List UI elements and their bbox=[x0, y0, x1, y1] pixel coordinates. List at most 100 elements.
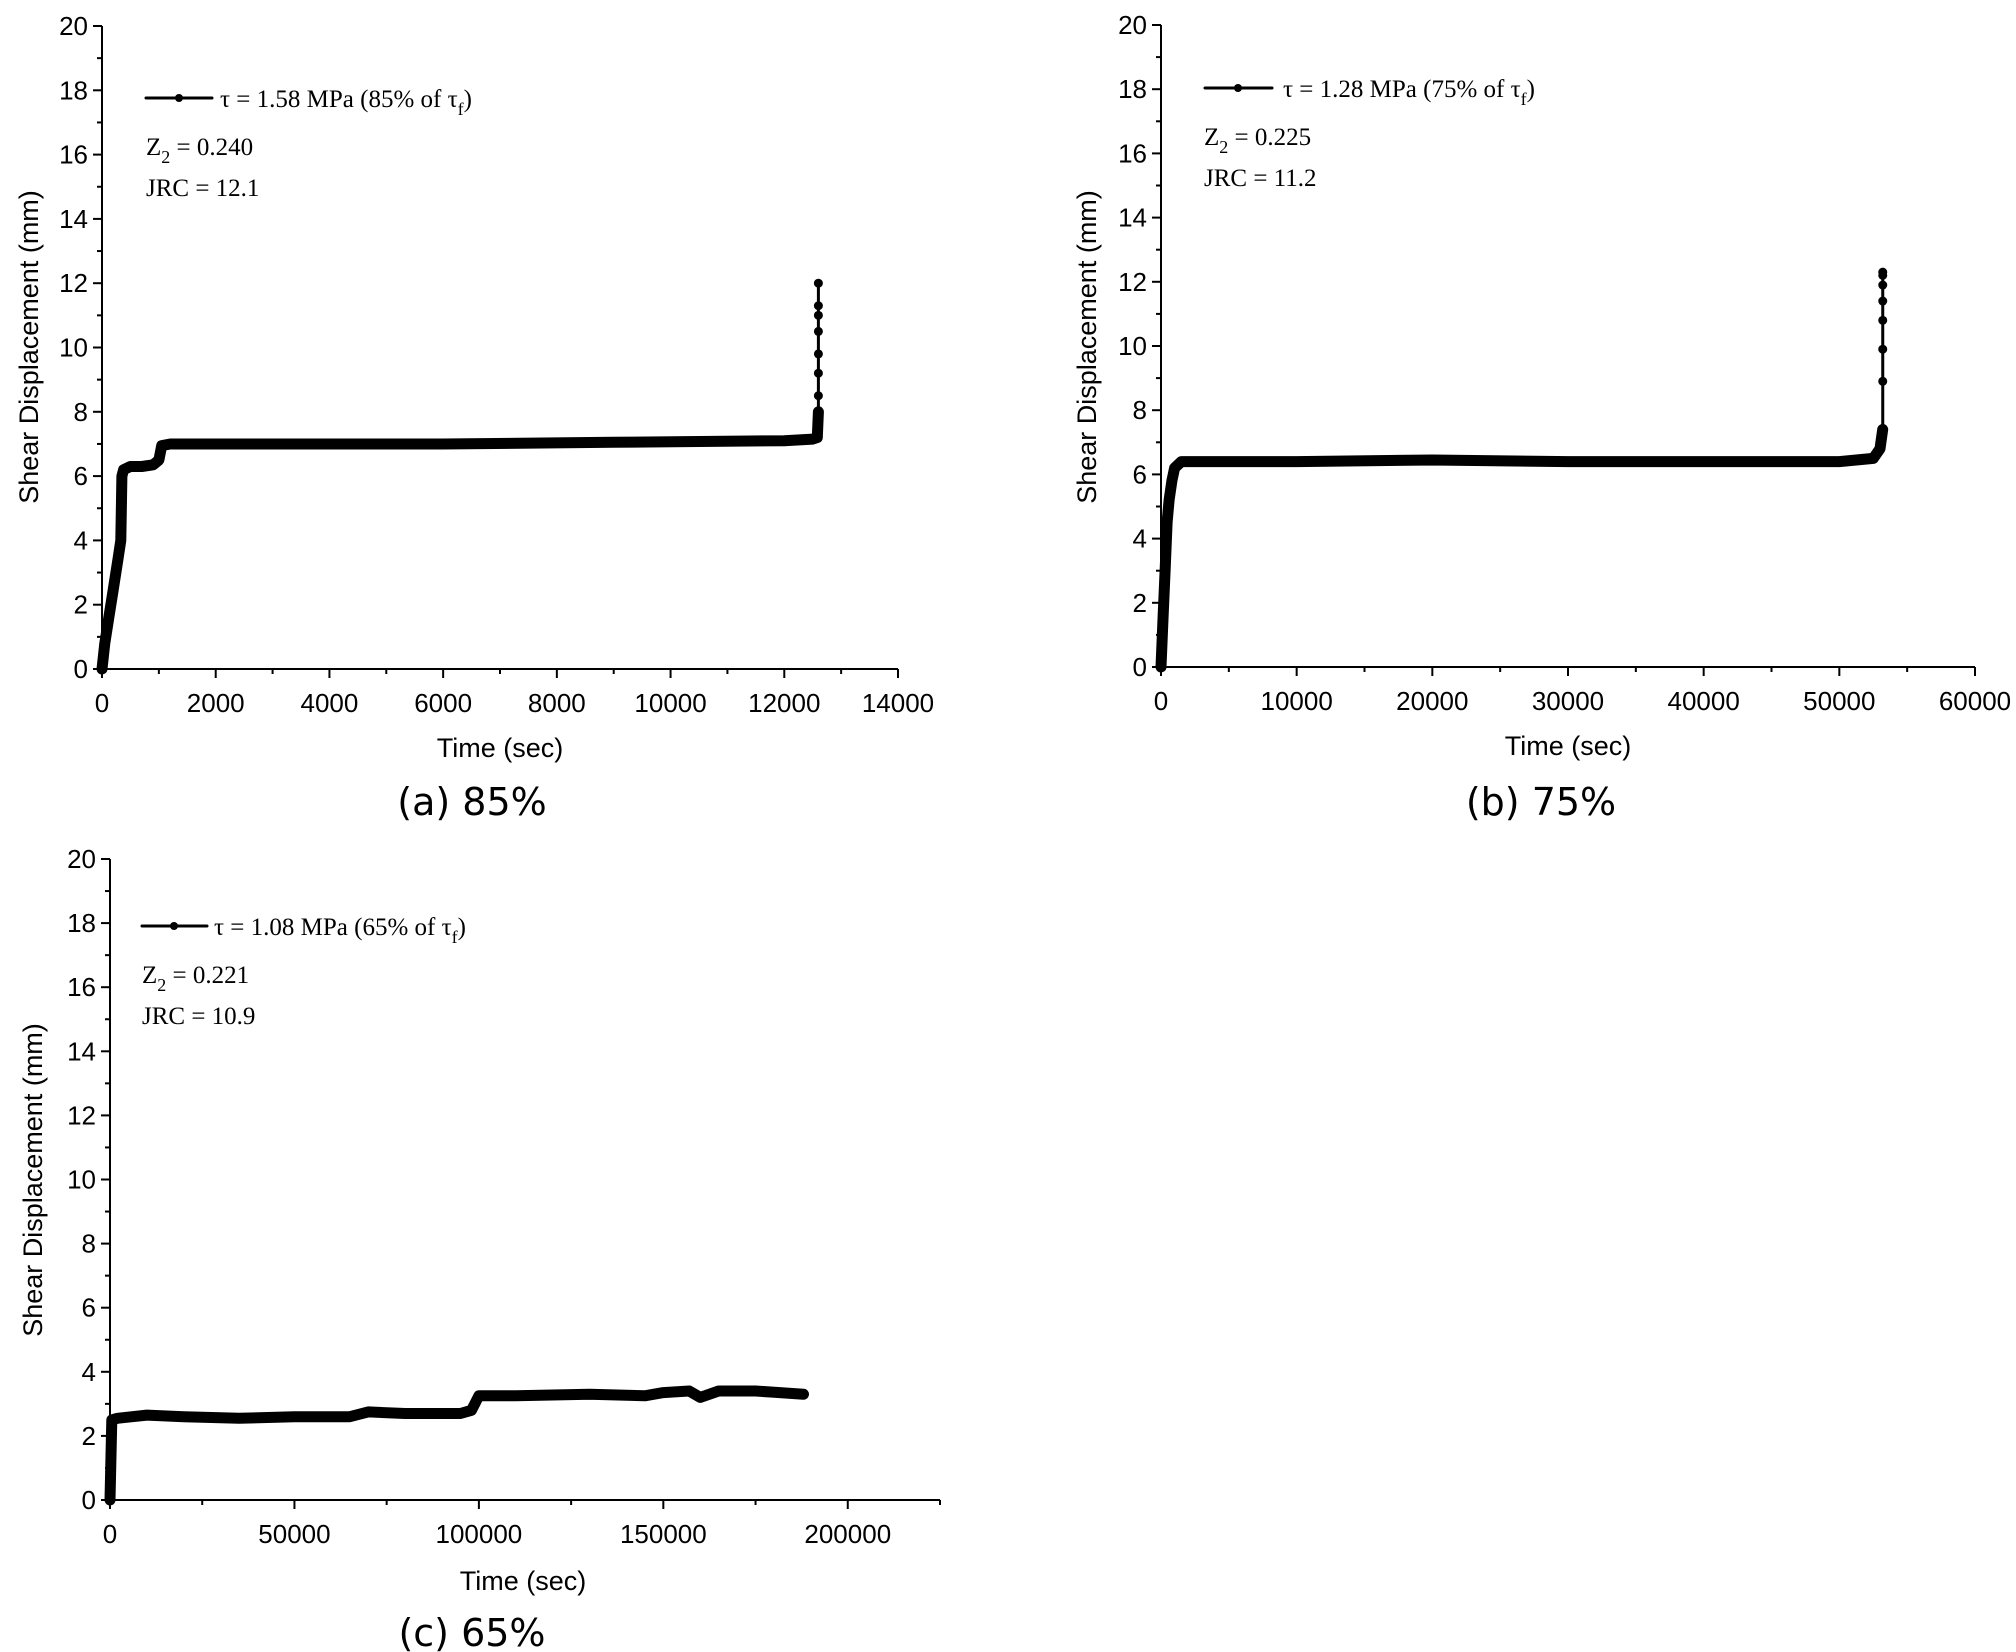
y-tick-label: 16 bbox=[67, 972, 96, 1002]
y-tick-label: 16 bbox=[1118, 138, 1147, 168]
y-tick-label: 6 bbox=[82, 1293, 96, 1323]
x-tick-label: 20000 bbox=[1396, 686, 1468, 716]
chart-panel-b: 0 2 4 6 8 10 12 14 16 18 20 0 10000 20000 30000 40000 50… bbox=[1072, 10, 2011, 824]
y-tick-label: 16 bbox=[59, 140, 88, 170]
data-point bbox=[1878, 376, 1888, 386]
y-tick-label: 0 bbox=[1133, 652, 1147, 682]
jrc-annotation: JRC = 12.1 bbox=[146, 175, 259, 202]
axis-ticks: 0 2 4 6 8 10 12 14 16 18 20 0 2000 4000 6000 8000 10000 1… bbox=[59, 11, 934, 718]
legend-entry: τ = 1.08 MPa (65% of τf) bbox=[214, 914, 466, 947]
y-tick-label: 14 bbox=[67, 1036, 96, 1066]
legend-marker bbox=[1234, 84, 1242, 92]
y-tick-label: 2 bbox=[1133, 588, 1147, 618]
panel-caption: (c) 65% bbox=[398, 1611, 545, 1652]
y-tick-label: 0 bbox=[82, 1485, 96, 1515]
y-tick-label: 18 bbox=[1118, 74, 1147, 104]
data-point bbox=[813, 301, 823, 311]
y-tick-label: 10 bbox=[67, 1165, 96, 1195]
series-group bbox=[96, 278, 824, 675]
y-tick-label: 0 bbox=[74, 654, 88, 684]
legend-entry: τ = 1.58 MPa (85% of τf) bbox=[220, 86, 472, 119]
y-tick-label: 12 bbox=[67, 1100, 96, 1130]
z2-annotation: Z2 = 0.221 bbox=[142, 962, 249, 995]
series-group bbox=[104, 1385, 809, 1506]
series-line bbox=[96, 406, 824, 675]
y-tick-label: 8 bbox=[74, 397, 88, 427]
x-axis-title: Time (sec) bbox=[1505, 731, 1632, 761]
y-tick-label: 8 bbox=[1133, 395, 1147, 425]
panel-caption: (b) 75% bbox=[1466, 780, 1616, 824]
x-tick-label: 100000 bbox=[436, 1519, 523, 1549]
x-tick-label: 4000 bbox=[301, 688, 359, 718]
data-point bbox=[1878, 267, 1888, 277]
data-point bbox=[813, 326, 823, 336]
x-tick-label: 200000 bbox=[804, 1519, 891, 1549]
z2-annotation: Z2 = 0.225 bbox=[1204, 124, 1311, 157]
y-tick-label: 2 bbox=[74, 590, 88, 620]
x-tick-label: 150000 bbox=[620, 1519, 707, 1549]
data-point bbox=[813, 278, 823, 288]
y-axis-title: Shear Displacement (mm) bbox=[1072, 190, 1102, 504]
y-tick-label: 20 bbox=[67, 844, 96, 874]
y-tick-label: 20 bbox=[59, 11, 88, 41]
axis-ticks: 0 2 4 6 8 10 12 14 16 18 20 0 50000 100000 150000 20000… bbox=[67, 844, 941, 1549]
panel-caption: (a) 85% bbox=[397, 780, 546, 824]
x-tick-label: 0 bbox=[1154, 686, 1168, 716]
x-tick-label: 10000 bbox=[1261, 686, 1333, 716]
x-tick-label: 10000 bbox=[634, 688, 706, 718]
series-line bbox=[1155, 424, 1889, 673]
y-tick-label: 4 bbox=[82, 1357, 96, 1387]
data-point bbox=[1878, 315, 1888, 325]
chart-panel-c: 0 2 4 6 8 10 12 14 16 18 20 0 50000 100000 150000 20000… bbox=[18, 844, 941, 1652]
y-tick-label: 6 bbox=[1133, 459, 1147, 489]
data-point bbox=[813, 368, 823, 378]
y-tick-label: 20 bbox=[1118, 10, 1147, 40]
z2-annotation: Z2 = 0.240 bbox=[146, 134, 253, 167]
y-tick-label: 2 bbox=[82, 1421, 96, 1451]
x-tick-label: 8000 bbox=[528, 688, 586, 718]
jrc-annotation: JRC = 11.2 bbox=[1204, 165, 1317, 192]
x-axis-title: Time (sec) bbox=[460, 1566, 587, 1596]
data-point bbox=[813, 391, 823, 401]
y-tick-label: 8 bbox=[82, 1229, 96, 1259]
y-tick-label: 18 bbox=[67, 908, 96, 938]
x-tick-label: 14000 bbox=[862, 688, 934, 718]
x-axis-title: Time (sec) bbox=[437, 733, 564, 763]
data-point bbox=[813, 349, 823, 359]
series-group bbox=[1155, 267, 1889, 673]
y-axis-title: Shear Displacement (mm) bbox=[18, 1023, 48, 1337]
x-tick-label: 12000 bbox=[748, 688, 820, 718]
y-tick-label: 12 bbox=[1118, 267, 1147, 297]
legend-marker bbox=[170, 922, 178, 930]
x-tick-label: 0 bbox=[95, 688, 109, 718]
y-tick-label: 10 bbox=[1118, 331, 1147, 361]
y-tick-label: 4 bbox=[74, 525, 88, 555]
series-line bbox=[104, 1385, 809, 1506]
chart-panel-a: 0 2 4 6 8 10 12 14 16 18 20 0 2000 4000 6000 8000 10000 1… bbox=[14, 11, 934, 824]
x-tick-label: 50000 bbox=[258, 1519, 330, 1549]
y-tick-label: 10 bbox=[59, 333, 88, 363]
jrc-annotation: JRC = 10.9 bbox=[142, 1003, 255, 1030]
data-point bbox=[1878, 280, 1888, 290]
x-tick-label: 60000 bbox=[1939, 686, 2011, 716]
data-point bbox=[1878, 296, 1888, 306]
y-tick-label: 14 bbox=[1118, 203, 1147, 233]
x-tick-label: 6000 bbox=[414, 688, 472, 718]
y-axis-title: Shear Displacement (mm) bbox=[14, 190, 44, 504]
x-tick-label: 40000 bbox=[1668, 686, 1740, 716]
axis-ticks: 0 2 4 6 8 10 12 14 16 18 20 0 10000 20000 30000 40000 50… bbox=[1118, 10, 2011, 716]
y-tick-label: 12 bbox=[59, 268, 88, 298]
y-tick-label: 4 bbox=[1133, 524, 1147, 554]
y-tick-label: 14 bbox=[59, 204, 88, 234]
data-point bbox=[1878, 344, 1888, 354]
x-tick-label: 30000 bbox=[1532, 686, 1604, 716]
x-tick-label: 0 bbox=[103, 1519, 117, 1549]
y-tick-label: 6 bbox=[74, 461, 88, 491]
legend-marker bbox=[175, 94, 183, 102]
y-tick-label: 18 bbox=[59, 75, 88, 105]
x-tick-label: 2000 bbox=[187, 688, 245, 718]
x-tick-label: 50000 bbox=[1803, 686, 1875, 716]
legend-entry: τ = 1.28 MPa (75% of τf) bbox=[1283, 76, 1535, 109]
data-point bbox=[813, 310, 823, 320]
